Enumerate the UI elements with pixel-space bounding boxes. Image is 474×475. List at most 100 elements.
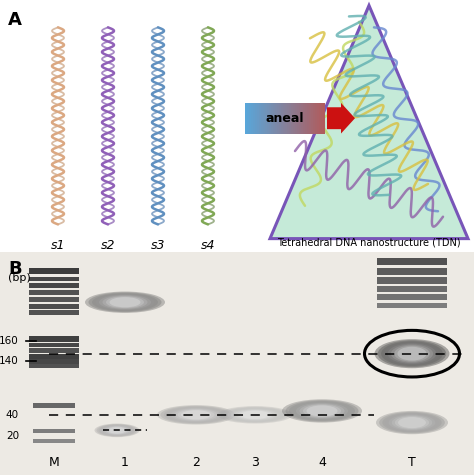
Ellipse shape [99,295,151,310]
Ellipse shape [218,406,292,424]
Text: 40: 40 [6,410,19,420]
Ellipse shape [398,417,426,428]
Ellipse shape [388,343,437,364]
Ellipse shape [300,404,345,418]
Bar [249,103,252,133]
Text: s2: s2 [101,238,115,252]
Bar [33,403,75,408]
Bar [309,103,311,133]
Ellipse shape [160,406,232,424]
Ellipse shape [307,405,337,417]
Bar [271,103,273,133]
Bar [33,429,75,433]
Ellipse shape [174,409,218,421]
Text: 20: 20 [6,431,19,441]
Bar [259,103,262,133]
Ellipse shape [108,427,126,434]
Bar [315,103,318,133]
Bar [263,103,265,133]
Bar [267,103,270,133]
Ellipse shape [237,410,273,419]
Bar [273,103,275,133]
Text: B: B [8,259,22,277]
Bar [33,439,75,443]
Bar [265,103,267,133]
Ellipse shape [92,293,158,311]
Ellipse shape [285,400,358,422]
Ellipse shape [97,424,137,437]
Bar [291,103,293,133]
Bar [299,103,301,133]
Bar [29,304,79,309]
Text: A: A [8,11,22,29]
Bar [277,103,280,133]
Ellipse shape [100,425,134,436]
Ellipse shape [157,405,235,425]
Ellipse shape [106,427,128,434]
Text: s3: s3 [151,238,165,252]
Bar [377,257,447,266]
Bar [321,103,323,133]
Bar [323,103,326,133]
Ellipse shape [94,424,139,437]
Ellipse shape [376,411,448,434]
Bar [295,103,298,133]
Text: s1: s1 [51,238,65,252]
Bar [377,277,447,284]
Bar [29,290,79,295]
Text: Tetrahedral DNA nanostructure (TDN): Tetrahedral DNA nanostructure (TDN) [277,238,461,247]
Bar [247,103,249,133]
Text: 140: 140 [0,356,19,366]
Bar [377,294,447,300]
Polygon shape [270,6,468,238]
Bar [311,103,313,133]
Ellipse shape [177,409,215,420]
Ellipse shape [395,416,429,429]
Bar [301,103,303,133]
Ellipse shape [389,414,436,431]
Bar [319,103,321,133]
Bar [297,103,300,133]
Ellipse shape [167,407,225,422]
Ellipse shape [385,414,438,432]
Bar [29,342,79,347]
Text: 4: 4 [318,456,326,469]
Text: 2: 2 [192,456,200,469]
Bar [29,364,79,368]
Text: s4: s4 [201,238,215,252]
Ellipse shape [85,292,165,313]
Bar [29,276,79,281]
FancyArrow shape [327,103,355,133]
Ellipse shape [381,342,443,366]
Bar [285,103,288,133]
Bar [281,103,283,133]
Text: aneal: aneal [266,112,304,125]
Bar [29,311,79,315]
Ellipse shape [392,415,432,430]
Ellipse shape [296,403,348,419]
Ellipse shape [292,402,352,420]
Bar [307,103,310,133]
Ellipse shape [102,295,147,309]
Ellipse shape [383,413,442,432]
Bar [261,103,264,133]
Ellipse shape [228,408,283,422]
Bar [253,103,255,133]
Bar [275,103,277,133]
Bar [283,103,285,133]
Ellipse shape [224,408,286,422]
Bar [29,359,79,364]
Bar [29,354,79,359]
Ellipse shape [391,344,433,363]
Bar [305,103,308,133]
Bar [29,348,79,353]
Ellipse shape [106,296,144,308]
Bar [29,297,79,302]
Ellipse shape [282,399,362,423]
Bar [313,103,316,133]
Ellipse shape [109,297,140,307]
Bar [377,303,447,308]
Text: T: T [408,456,416,469]
Bar [377,268,447,275]
Bar [29,268,79,274]
